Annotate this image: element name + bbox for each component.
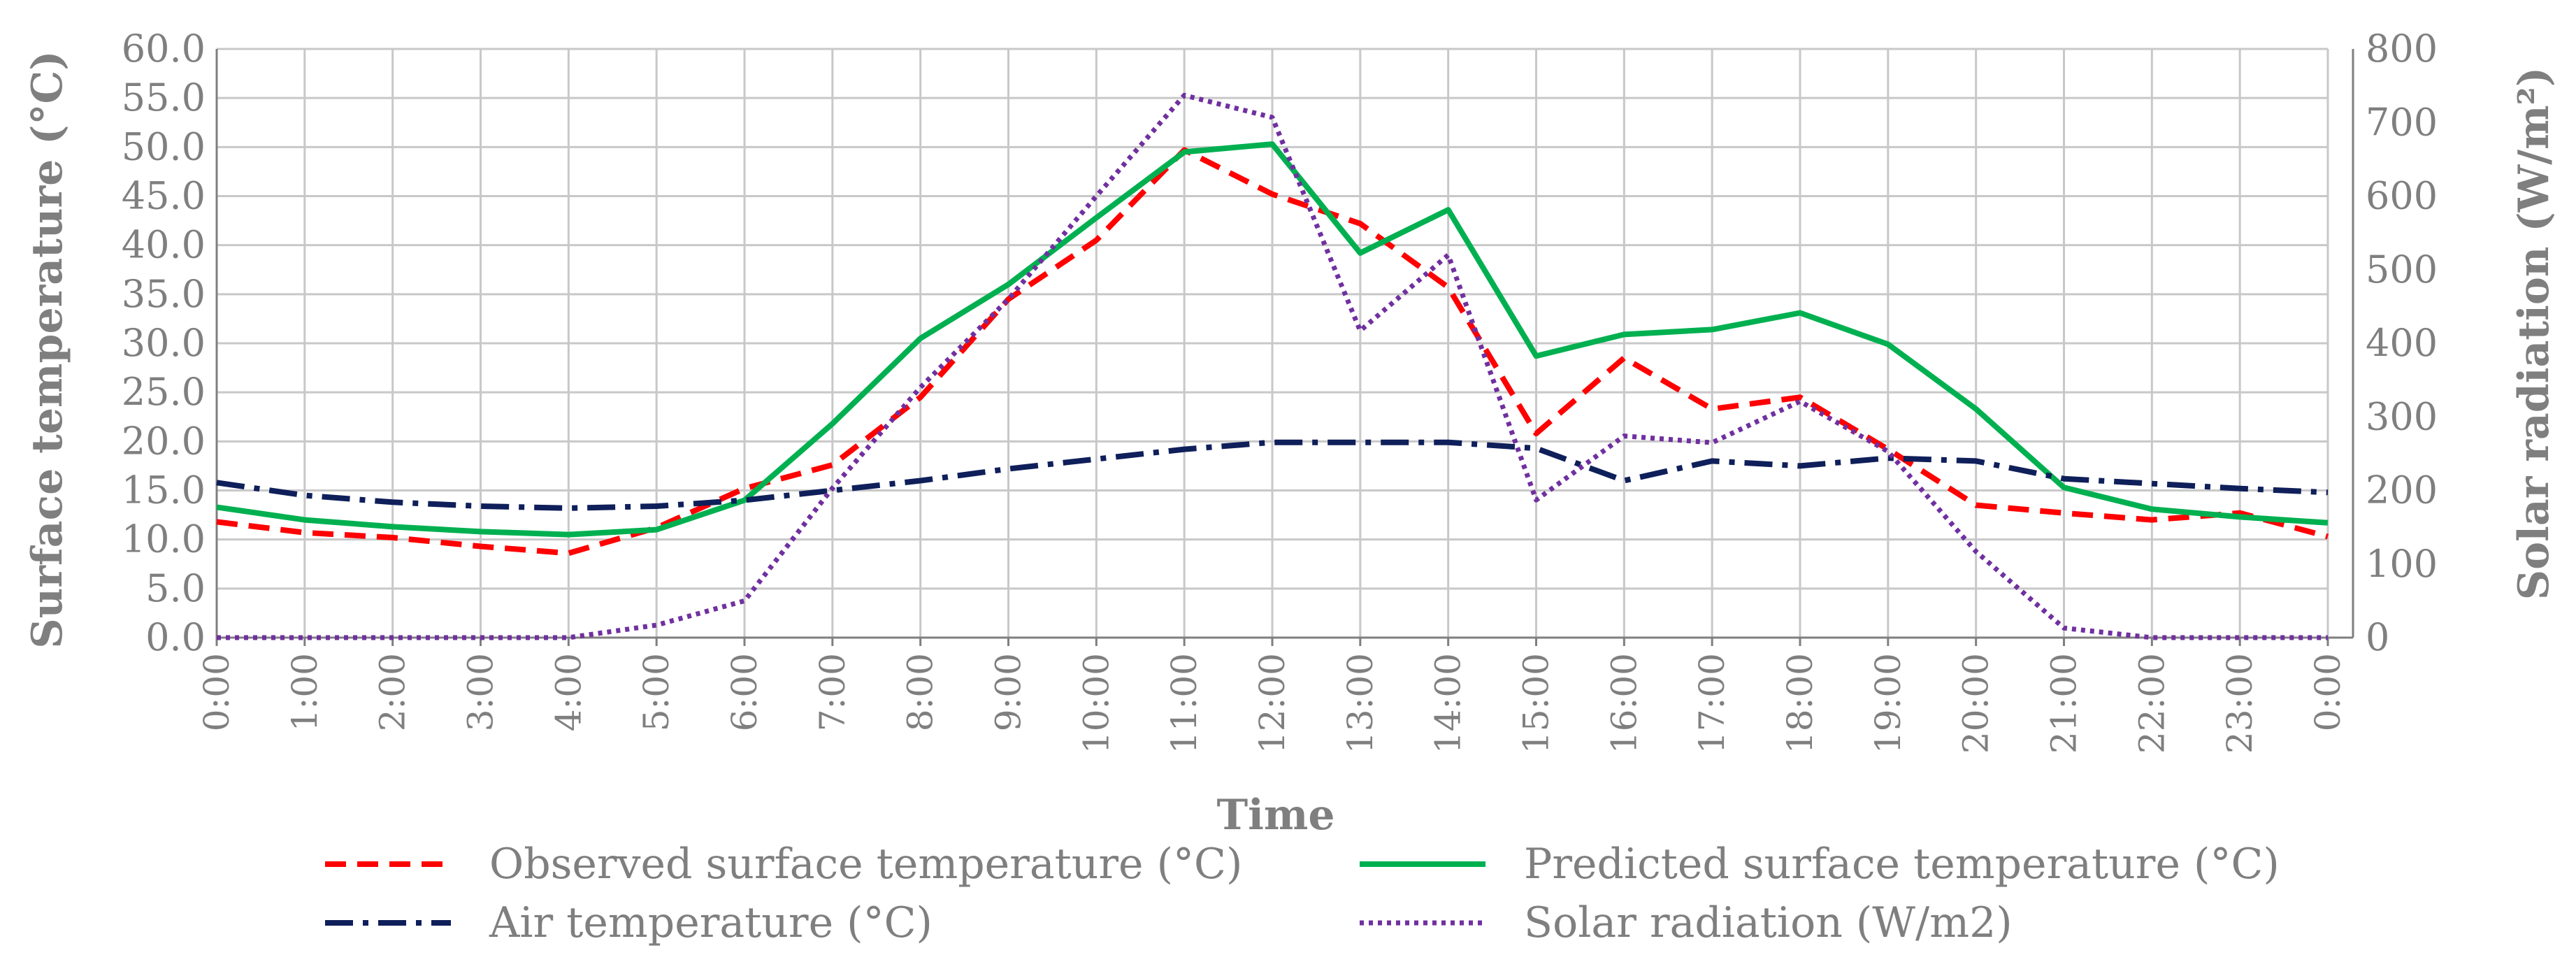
- y-tick-label: 60.0: [122, 27, 206, 71]
- y2-tick-label: 100: [2366, 542, 2438, 586]
- x-tick-label: 22:00: [2131, 653, 2172, 754]
- x-tick-label: 21:00: [2044, 653, 2085, 754]
- y2-tick-label: 0: [2366, 615, 2389, 659]
- x-tick-label: 9:00: [988, 653, 1029, 731]
- y2-tick-label: 500: [2366, 247, 2438, 292]
- x-tick-label: 17:00: [1692, 653, 1732, 754]
- y-axis-tick-labels: 0.0 5.0 10.0 15.0 20.0 25.0 30.0 35.0 40.0 45.0 50…: [122, 27, 206, 659]
- series-line-2: [216, 439, 2329, 511]
- y-tick-label: 35.0: [122, 272, 206, 316]
- y-tick-label: 20.0: [122, 419, 206, 463]
- y-tick-label: 45.0: [122, 174, 206, 218]
- y-tick-label: 15.0: [122, 468, 206, 512]
- y-tick-label: 10.0: [122, 517, 206, 561]
- x-tick-label: 2:00: [373, 653, 413, 731]
- legend: Observed surface temperature (°C) Predict…: [325, 840, 2280, 947]
- x-tick-label: 3:00: [461, 653, 501, 731]
- x-tick-label: 13:00: [1340, 653, 1381, 754]
- x-tick-label: 20:00: [1956, 653, 1996, 754]
- y-tick-label: 55.0: [122, 76, 206, 120]
- x-tick-label: 16:00: [1604, 653, 1644, 754]
- legend-label-3: Solar radiation (W/m2): [1524, 898, 2013, 947]
- x-tick-label: 5:00: [636, 653, 677, 731]
- series-line-0: [216, 147, 2329, 557]
- x-axis-title: Time: [1216, 791, 1334, 840]
- y-tick-label: 0.0: [145, 615, 206, 659]
- x-axis-tick-labels: 0:00 1:00 2:00 3:00 4:00 5:00 6:00 7:00 8:00 9:00…: [196, 653, 2348, 754]
- legend-label-1: Predicted surface temperature (°C): [1524, 840, 2280, 889]
- x-tick-label: 1:00: [285, 653, 325, 731]
- x-tick-label: 8:00: [900, 653, 941, 731]
- x-tick-label: 15:00: [1516, 653, 1557, 754]
- x-tick-label: 12:00: [1252, 653, 1293, 754]
- legend-label-2: Air temperature (°C): [489, 898, 933, 947]
- y-tick-label: 40.0: [122, 223, 206, 267]
- x-tick-label: 23:00: [2219, 653, 2260, 754]
- x-tick-label: 11:00: [1164, 653, 1204, 754]
- series-line-1: [216, 141, 2329, 538]
- x-tick-label: 0:00: [2308, 653, 2348, 731]
- y2-tick-label: 200: [2366, 468, 2438, 512]
- y-tick-label: 25.0: [122, 370, 206, 414]
- x-tick-label: 14:00: [1428, 653, 1469, 754]
- y2-axis-tick-labels: 0 100 200 300 400 500 600 700 800: [2366, 27, 2438, 659]
- y2-tick-label: 300: [2366, 394, 2438, 438]
- series-line-3: [217, 92, 2328, 640]
- y2-axis-title: Solar radiation (W/m²): [2510, 67, 2559, 601]
- y2-tick-label: 400: [2366, 321, 2438, 365]
- axes: [215, 49, 2354, 646]
- x-tick-label: 0:00: [196, 653, 237, 731]
- x-tick-label: 7:00: [812, 653, 853, 731]
- y-tick-label: 30.0: [122, 321, 206, 365]
- series-lines: [216, 92, 2329, 640]
- y2-tick-label: 600: [2366, 174, 2438, 218]
- y-tick-label: 50.0: [122, 124, 206, 168]
- x-tick-label: 6:00: [724, 653, 765, 731]
- gridlines: [215, 48, 2329, 639]
- x-tick-label: 4:00: [548, 653, 589, 731]
- x-tick-label: 18:00: [1780, 653, 1820, 754]
- y2-tick-label: 800: [2366, 27, 2438, 71]
- x-tick-label: 10:00: [1076, 653, 1116, 754]
- legend-label-0: Observed surface temperature (°C): [489, 840, 1242, 889]
- x-tick-label: 19:00: [1868, 653, 1908, 754]
- y-axis-title: Surface temperature (°C): [23, 50, 72, 648]
- y-tick-label: 5.0: [145, 566, 206, 610]
- y2-tick-label: 700: [2366, 100, 2438, 144]
